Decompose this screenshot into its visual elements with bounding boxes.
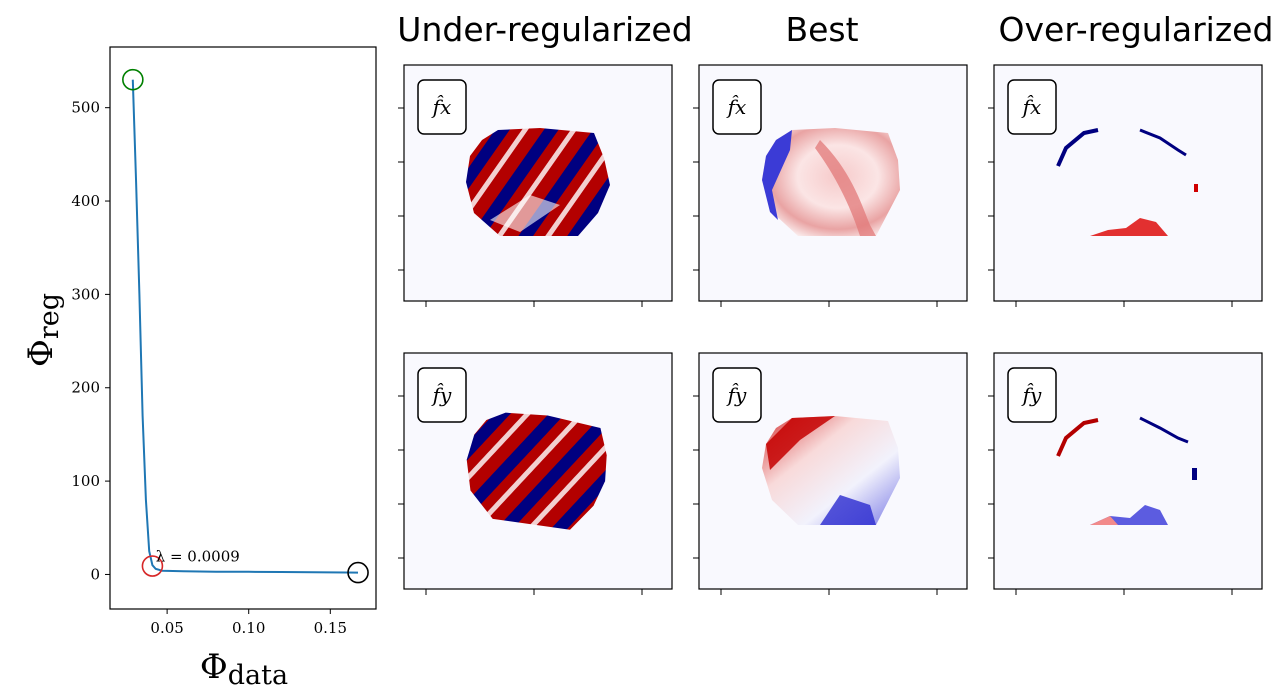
panel-best-fy: f̂y [698,352,968,590]
x-tick-label: 0.10 [232,619,265,637]
y-axis-ticks: 0 100 200 300 400 500 [71,99,110,583]
l-curve-markers [122,68,369,584]
lambda-annotation: λ = 0.0009 [156,547,240,565]
y-tick-label: 0 [90,565,100,583]
panel-under-fy: f̂y [403,352,673,590]
x-axis-label: Φdata [200,647,288,691]
panel-label-fy: f̂y [1021,383,1042,407]
panel-label-fx: f̂x [431,95,452,119]
y-tick-label: 100 [71,472,100,490]
x-tick-label: 0.15 [314,619,347,637]
l-curve-frame [109,46,377,610]
y-tick-label: 500 [71,99,100,117]
panel-label-fx: f̂x [1021,95,1042,119]
x-tick-label: 0.05 [150,619,183,637]
panel-label-fx: f̂x [726,95,747,119]
heatmap-ticks [398,107,1233,595]
heatmap-under-fx [466,128,610,236]
marker-under-regularized [122,68,144,91]
l-curve-line [131,79,359,574]
heatmap-over-fx [1056,128,1099,167]
panel-label-fy: f̂y [431,383,452,407]
title-over-regularized: Over-regularized [999,10,1274,49]
panel-under-fx: f̂x [403,64,673,302]
x-axis-ticks: 0.05 0.10 0.15 [150,609,347,637]
panel-best-fx: f̂x [698,64,968,302]
panel-over-fy: f̂y [993,352,1263,590]
y-tick-label: 200 [71,379,100,397]
y-axis-label: Φreg [21,293,65,367]
heatmap-under-fy [466,412,607,530]
heatmap-over-fy [1056,418,1099,457]
y-tick-label: 400 [71,192,100,210]
panel-over-fx: f̂x [993,64,1263,302]
title-under-regularized: Under-regularized [397,10,692,49]
title-best: Best [785,10,858,49]
l-curve-chart: 0.05 0.10 0.15 0 100 200 300 400 500 λ = 0.0009… [21,46,377,691]
marker-over-regularized [347,561,369,584]
panel-label-fy: f̂y [726,383,747,407]
heatmap-best-fx [762,128,900,236]
y-tick-label: 300 [71,285,100,303]
marker-best [141,555,164,577]
